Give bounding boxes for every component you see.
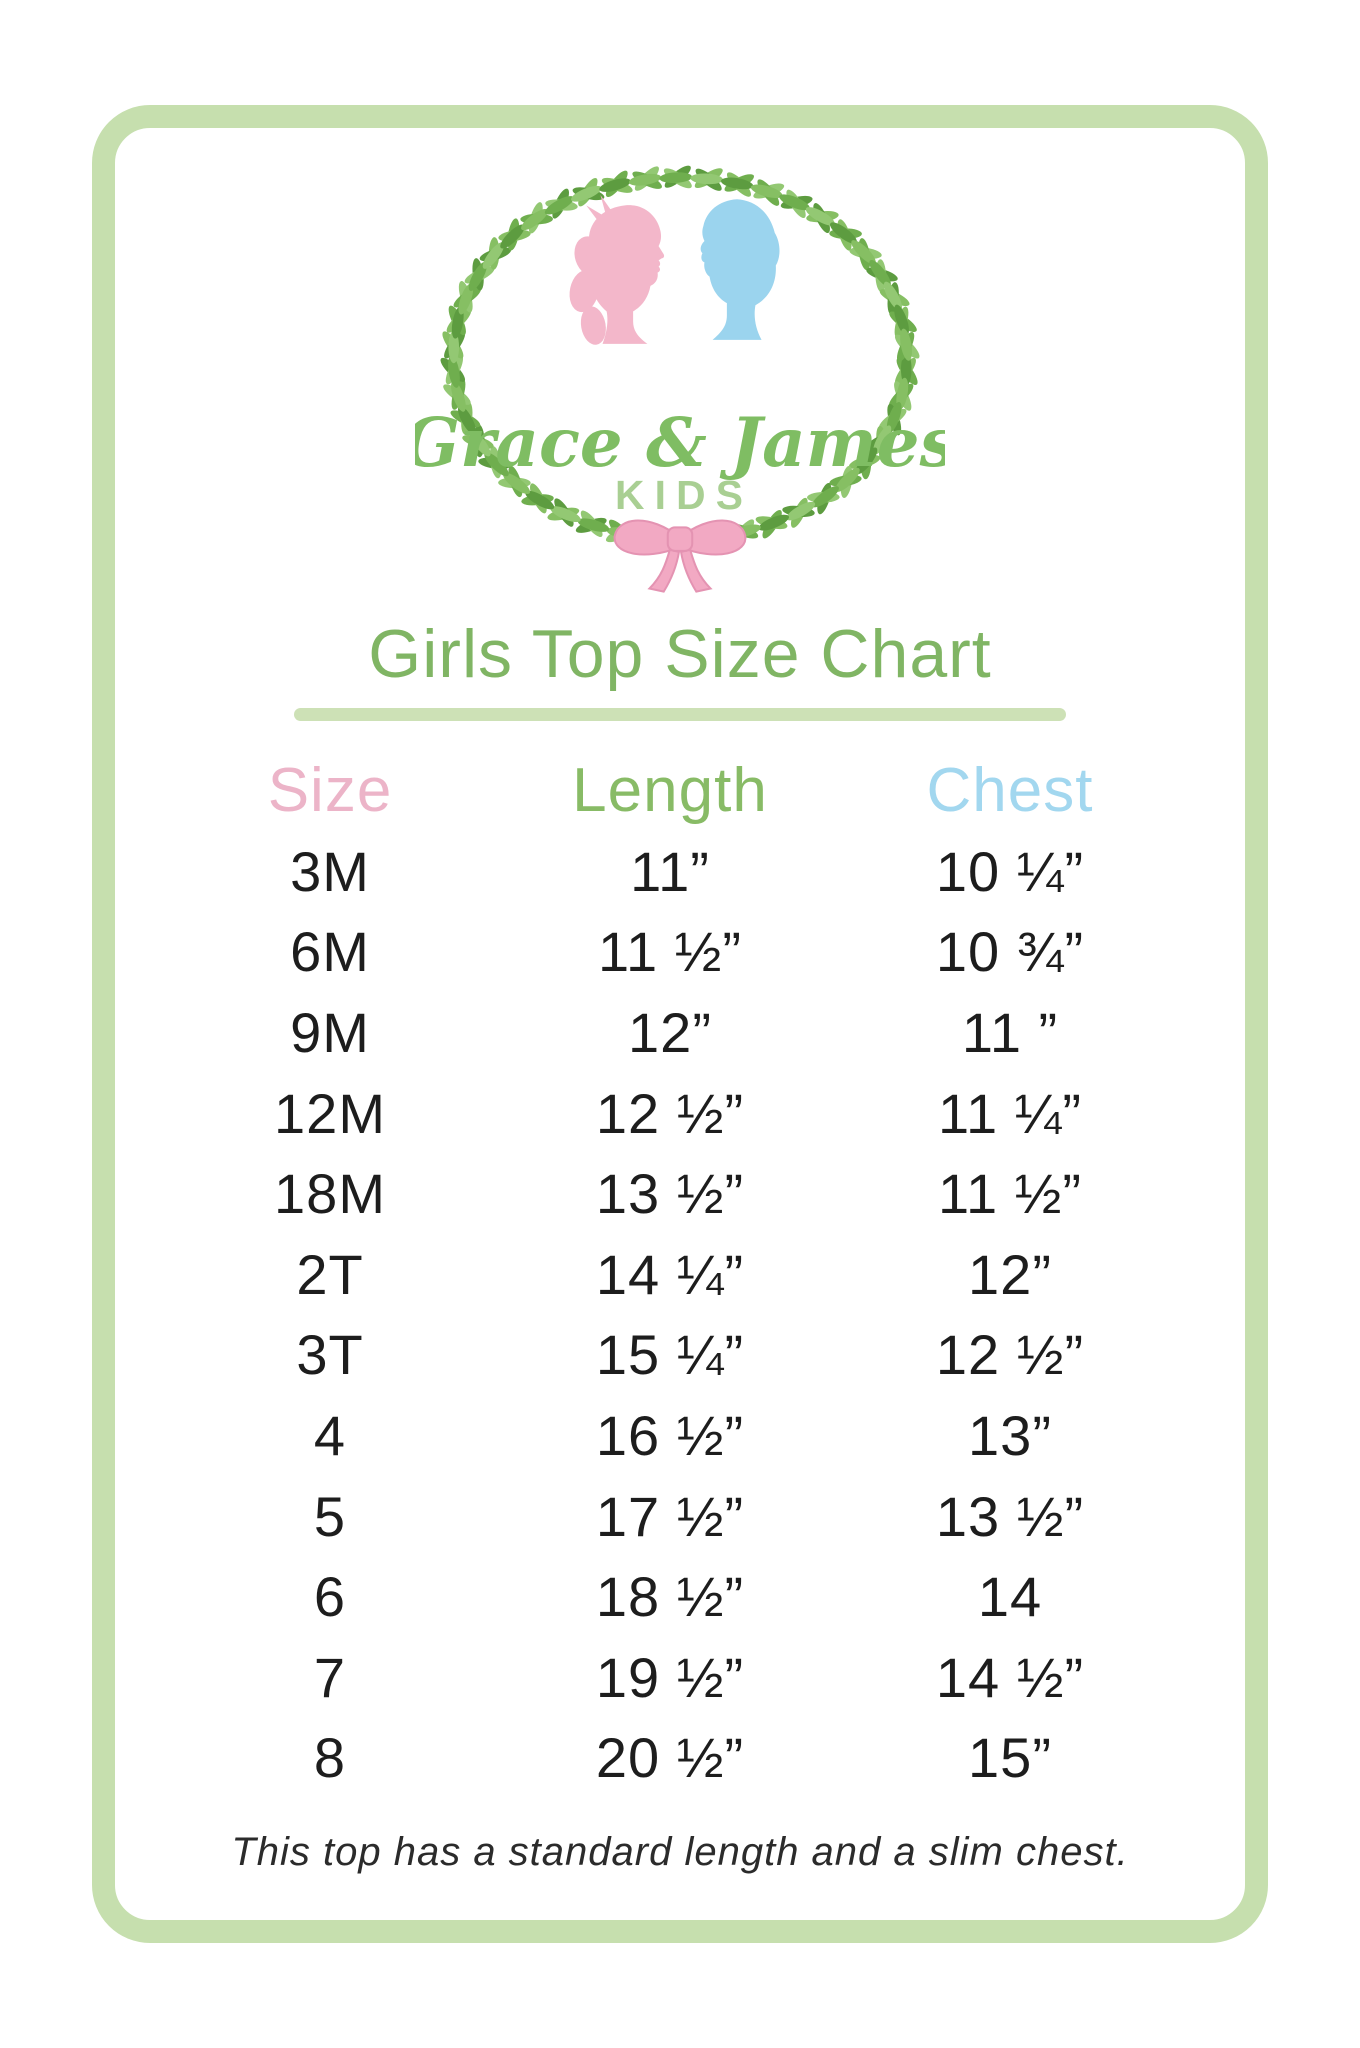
length-value: 11”: [630, 839, 710, 903]
chest-value: 11 ”: [961, 1000, 1059, 1064]
size-value: 12M: [274, 1081, 386, 1145]
length-value: 20 ½”: [595, 1726, 745, 1790]
size-value: 5: [313, 1484, 347, 1548]
size-chart-card: Grace & James KIDS Girls Top Size Chart …: [92, 105, 1268, 1943]
size-value: 4: [313, 1403, 347, 1467]
brand-logo: Grace & James KIDS: [415, 142, 945, 606]
chest-value: 12 ½”: [935, 1323, 1085, 1387]
bow-icon: [613, 519, 747, 593]
size-value: 3M: [290, 839, 370, 903]
length-value: 14 ¼”: [595, 1242, 745, 1306]
length-value: 12”: [628, 1000, 712, 1064]
size-table: Size Length Chest 3M 11” 10 ¼” 6M 11 ½” …: [160, 749, 1180, 1798]
chest-value: 14 ½”: [935, 1645, 1085, 1709]
chest-value: 15”: [968, 1726, 1052, 1790]
length-value: 13 ½”: [595, 1162, 745, 1226]
column-header-chest: Chest: [926, 755, 1094, 825]
length-value: 11 ½”: [597, 920, 743, 984]
chest-value: 13”: [968, 1403, 1052, 1467]
chest-value: 10 ¼”: [935, 839, 1085, 903]
chest-value: 13 ½”: [935, 1484, 1085, 1548]
chest-value: 12”: [968, 1242, 1052, 1306]
size-value: 6: [313, 1565, 347, 1629]
title-divider: [294, 708, 1066, 721]
brand-sub-text: KIDS: [615, 472, 753, 518]
size-value: 8: [313, 1726, 347, 1790]
boy-silhouette-icon: [700, 199, 780, 340]
size-value: 6M: [290, 920, 370, 984]
length-value: 18 ½”: [595, 1565, 745, 1629]
girl-silhouette-icon: [569, 195, 665, 345]
length-value: 16 ½”: [595, 1403, 745, 1467]
footer-note: This top has a standard length and a sli…: [231, 1830, 1129, 1875]
size-value: 2T: [296, 1242, 364, 1306]
size-value: 9M: [290, 1000, 370, 1064]
length-value: 12 ½”: [595, 1081, 745, 1145]
chest-value: 11 ¼”: [937, 1081, 1083, 1145]
size-value: 3T: [296, 1323, 364, 1387]
brand-script-text: Grace & James: [415, 403, 945, 482]
chest-value: 14: [977, 1565, 1043, 1629]
brand-logo-graphic: Grace & James KIDS: [415, 165, 945, 593]
chest-value: 10 ¾”: [935, 920, 1085, 984]
chest-value: 11 ½”: [937, 1162, 1083, 1226]
column-header-size: Size: [267, 755, 393, 825]
size-value: 7: [313, 1645, 347, 1709]
length-value: 17 ½”: [595, 1484, 745, 1548]
laurel-wreath-icon: [440, 165, 920, 551]
column-header-length: Length: [572, 755, 768, 825]
length-value: 15 ¼”: [595, 1323, 745, 1387]
page-title: Girls Top Size Chart: [368, 616, 992, 692]
size-value: 18M: [274, 1162, 386, 1226]
length-value: 19 ½”: [595, 1645, 745, 1709]
